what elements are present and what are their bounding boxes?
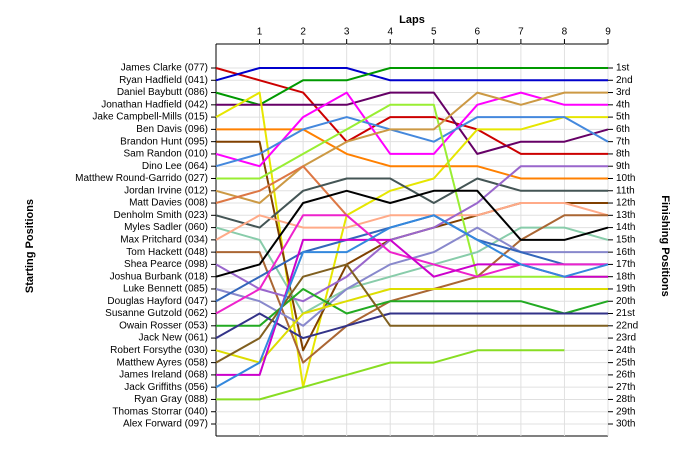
driver-line [216,103,608,278]
y2-tick-label: 15th [616,235,635,246]
driver-label: Jonathan Hadfield (042) [101,99,208,110]
y2-tick-label: 25th [616,357,635,368]
driver-line [216,128,608,180]
x-tick-label: 8 [562,27,568,38]
driver-label: Ryan Hadfield (041) [119,75,208,86]
y2-tick-label: 4th [616,99,630,110]
y2-tick-label: 11th [616,185,635,196]
y2-tick-label: 8th [616,149,630,160]
y2-tick-label: 28th [616,394,635,405]
y2-tick-label: 29th [616,406,635,417]
driver-line [215,177,608,229]
driver-line [215,312,608,340]
y2-tick-label: 7th [616,136,630,147]
y2-tick-label: 9th [616,161,630,172]
y2-tick-label: 5th [616,112,630,123]
y2-tick-label: 24th [616,345,635,356]
driver-line [215,165,608,303]
driver-line [215,189,609,278]
y2-tick-label: 10th [616,173,635,184]
x-tick-label: 4 [387,27,393,38]
y2-tick-label: 14th [616,222,635,233]
y2-tick-label: 26th [616,370,635,381]
y2-tick-label: 6th [616,124,630,135]
driver-label: Denholm Smith (023) [114,210,208,221]
y2-tick-label: 18th [616,271,635,282]
driver-label: Joshua Burbank (018) [110,271,208,282]
driver-label: James Clarke (077) [121,63,208,74]
driver-line [215,91,608,389]
driver-label: Matt Davies (008) [129,198,208,209]
y2-tick-label: 30th [616,419,635,430]
driver-label: Ryan Gray (088) [134,394,208,405]
driver-line [215,214,609,389]
driver-label: Jack New (061) [139,333,208,344]
y2-tick-label: 12th [616,198,635,209]
driver-line [215,202,609,241]
driver-label: Alex Forward (097) [123,419,208,430]
driver-label: James Ireland (068) [119,370,208,381]
x-tick-label: 3 [344,27,350,38]
y2-tick-label: 17th [616,259,635,270]
driver-label: Dino Lee (064) [142,161,208,172]
y2-axis-title: Finishing Positions [659,195,671,296]
driver-label: Owain Rosser (053) [119,320,208,331]
driver-line [215,165,348,216]
driver-label: Myles Sadler (060) [124,222,208,233]
driver-label: Douglas Hayford (047) [107,296,208,307]
y2-tick-label: 21st [616,308,635,319]
y2-tick-label: 19th [616,284,635,295]
y2-tick-label: 27th [616,382,635,393]
driver-line [216,140,608,352]
y2-tick-label: 1st [616,63,630,74]
driver-label: Tom Hackett (048) [126,247,208,258]
driver-line [215,91,608,204]
x-tick-label: 5 [431,27,437,38]
driver-line [215,67,608,106]
driver-label: Jake Campbell-Mills (015) [92,112,208,123]
driver-label: Thomas Storrar (040) [112,406,208,417]
driver-line [216,91,609,155]
driver-label: Matthew Round-Garrido (027) [75,173,208,184]
x-tick-label: 9 [605,27,611,38]
x-tick-label: 1 [257,27,263,38]
driver-line [215,67,608,82]
driver-label: Luke Bennett (085) [123,284,208,295]
x-tick-label: 7 [518,27,524,38]
y-axis-title: Starting Positions [24,199,36,293]
driver-label: Ben Davis (096) [136,124,208,135]
driver-label: Matthew Ayres (058) [116,357,208,368]
driver-label: Robert Forsythe (030) [110,345,208,356]
driver-label: Brandon Hunt (095) [120,136,208,147]
y2-tick-label: 16th [616,247,635,258]
driver-label: Jordan Irvine (012) [124,185,208,196]
driver-label: Susanne Gutzold (062) [105,308,208,319]
driver-label: Jack Griffiths (056) [124,382,208,393]
driver-label: Max Pritchard (034) [120,235,208,246]
driver-line [215,288,608,364]
driver-line [216,349,565,401]
driver-line [215,116,609,168]
driver-line [215,67,608,155]
x-tick-label: 6 [475,27,481,38]
y2-tick-label: 23rd [616,333,636,344]
x-axis-title: Laps [399,14,425,26]
y2-tick-label: 22nd [616,320,638,331]
driver-label: Daniel Baybutt (086) [117,87,208,98]
y2-tick-label: 2nd [616,75,633,86]
driver-label: Sam Randon (010) [124,149,209,160]
y2-tick-label: 13th [616,210,635,221]
y2-tick-label: 3rd [616,87,630,98]
driver-label: Shea Pearce (098) [124,259,208,270]
y2-tick-label: 20th [616,296,635,307]
x-tick-label: 2 [300,27,306,38]
